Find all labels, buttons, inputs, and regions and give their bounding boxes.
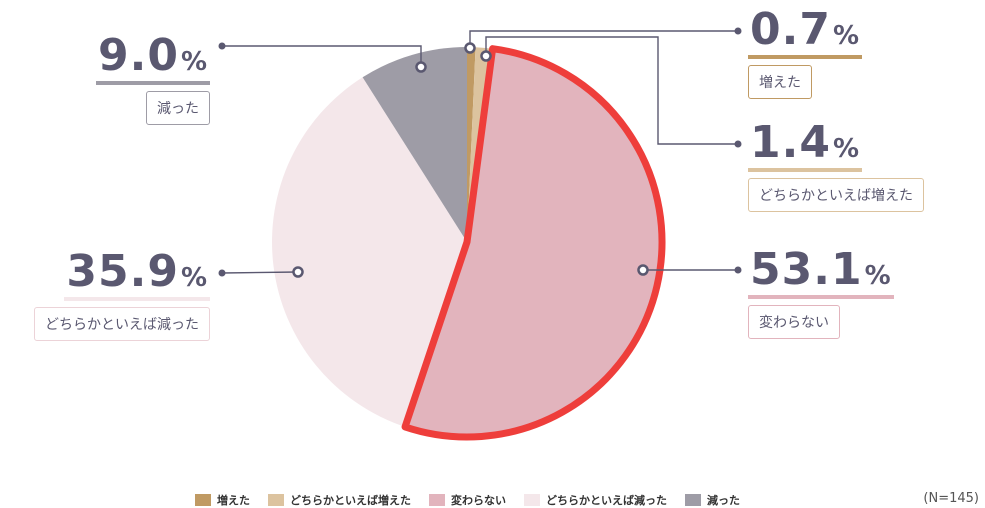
leader-end-dot bbox=[734, 266, 742, 274]
value-label-3: 53.1% 変わらない bbox=[748, 248, 894, 339]
value-label-5: 9.0% 減った bbox=[95, 34, 210, 125]
percent-value: 53.1% bbox=[748, 248, 894, 299]
legend-item-1: 増えた bbox=[195, 492, 250, 508]
value-label-2: 1.4% どちらかといえば増えた bbox=[748, 121, 924, 212]
legend-swatch bbox=[195, 494, 211, 506]
pie-slice-3 bbox=[405, 48, 662, 437]
percent-number: 9.0 bbox=[97, 30, 179, 81]
legend-label: 増えた bbox=[217, 494, 250, 507]
leader-line-4 bbox=[221, 271, 299, 274]
legend-swatch bbox=[685, 494, 701, 506]
legend-swatch bbox=[524, 494, 540, 506]
leader-anchor-dot bbox=[415, 61, 427, 73]
leader-end-dot bbox=[734, 140, 742, 148]
legend-item-5: 減った bbox=[685, 492, 740, 508]
leader-line-5 bbox=[222, 45, 422, 67]
leader-line-2 bbox=[485, 36, 738, 145]
pie-slice-5 bbox=[362, 47, 467, 242]
legend-label: 変わらない bbox=[451, 494, 506, 507]
percent-unit: % bbox=[180, 47, 208, 77]
value-label-1: 0.7% 増えた bbox=[748, 8, 863, 99]
legend: 増えた どちらかといえば増えた 変わらない どちらかといえば減った 減った bbox=[195, 492, 758, 508]
percent-value: 35.9% bbox=[64, 250, 210, 301]
leader-anchor-dot bbox=[292, 266, 304, 278]
leader-anchor-dot bbox=[637, 264, 649, 276]
legend-swatch bbox=[268, 494, 284, 506]
legend-label: どちらかといえば減った bbox=[546, 494, 667, 507]
leader-end-dot bbox=[734, 27, 742, 35]
leader-line-1 bbox=[469, 30, 738, 48]
leader-anchor-dot bbox=[464, 42, 476, 54]
sample-size-note: (N=145) bbox=[923, 491, 979, 506]
percent-unit: % bbox=[180, 263, 208, 293]
legend-label: 減った bbox=[707, 494, 740, 507]
percent-value: 9.0% bbox=[95, 34, 210, 85]
pie-slice-4 bbox=[272, 77, 467, 427]
highlight-outline bbox=[401, 45, 666, 441]
legend-swatch bbox=[429, 494, 445, 506]
leader-anchor-dot bbox=[480, 50, 492, 62]
leader-end-dot bbox=[218, 269, 226, 277]
percent-number: 53.1 bbox=[750, 244, 863, 295]
percent-number: 0.7 bbox=[750, 4, 831, 55]
category-tag: どちらかといえば増えた bbox=[748, 178, 924, 212]
category-tag: 増えた bbox=[748, 65, 812, 99]
legend-item-3: 変わらない bbox=[429, 492, 506, 508]
percent-number: 35.9 bbox=[66, 246, 179, 297]
legend-item-2: どちらかといえば増えた bbox=[268, 492, 411, 508]
percent-unit: % bbox=[832, 21, 861, 51]
percent-number: 1.4 bbox=[750, 117, 831, 168]
category-tag: どちらかといえば減った bbox=[34, 307, 210, 341]
percent-value: 1.4% bbox=[748, 121, 863, 172]
percent-unit: % bbox=[832, 134, 861, 164]
leader-end-dot bbox=[218, 42, 226, 50]
category-tag: 減った bbox=[146, 91, 210, 125]
pie-slice-1 bbox=[467, 47, 476, 242]
legend-label: どちらかといえば増えた bbox=[290, 494, 411, 507]
value-label-4: 35.9% どちらかといえば減った bbox=[34, 250, 210, 341]
legend-item-4: どちらかといえば減った bbox=[524, 492, 667, 508]
percent-unit: % bbox=[864, 261, 892, 291]
percent-value: 0.7% bbox=[748, 8, 863, 59]
category-tag: 変わらない bbox=[748, 305, 840, 339]
